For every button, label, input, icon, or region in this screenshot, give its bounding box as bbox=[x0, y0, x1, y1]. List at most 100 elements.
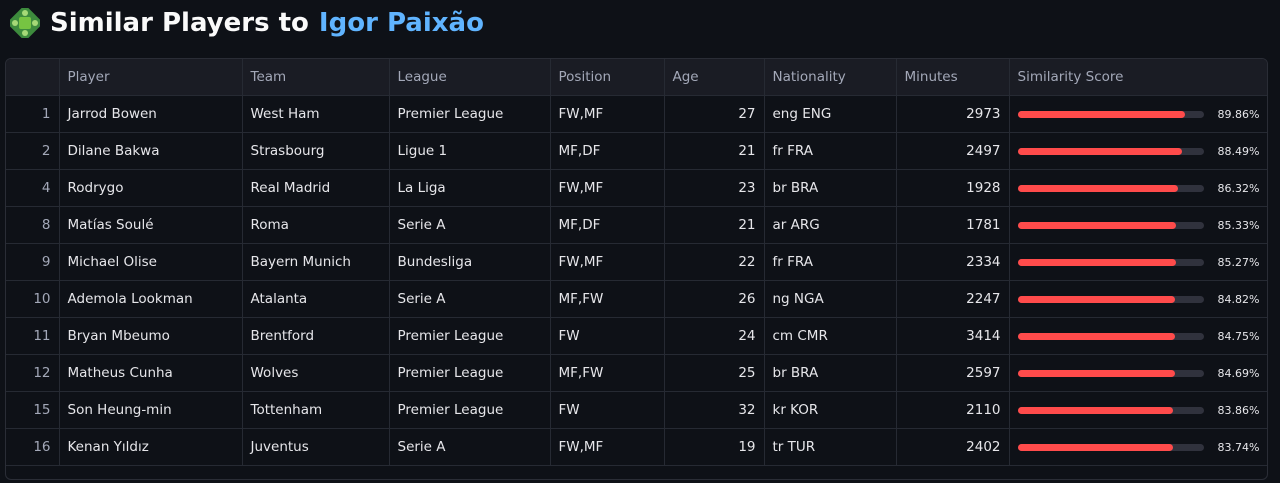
nationality-cell: ng NGA bbox=[764, 280, 897, 318]
league-cell: Bundesliga bbox=[389, 243, 551, 281]
team-cell: Bayern Munich bbox=[242, 243, 390, 281]
minutes-cell: 2973 bbox=[896, 95, 1010, 133]
league-cell: Premier League bbox=[389, 354, 551, 392]
minutes-cell: 2334 bbox=[896, 243, 1010, 281]
table-header-row: Player Team League Position Age Nationality Mi… bbox=[6, 59, 1267, 96]
similarity-progress-fill bbox=[1017, 147, 1183, 155]
nationality-cell: ar ARG bbox=[764, 206, 897, 244]
similarity-progress-fill bbox=[1017, 332, 1176, 340]
similarity-score-label: 83.74% bbox=[1217, 440, 1260, 454]
team-cell: Roma bbox=[242, 206, 390, 244]
row-index: 11 bbox=[6, 317, 60, 355]
column-league-header[interactable]: League bbox=[389, 59, 551, 96]
column-minutes-header[interactable]: Minutes bbox=[896, 59, 1010, 96]
league-cell: Ligue 1 bbox=[389, 132, 551, 170]
column-nationality-header[interactable]: Nationality bbox=[764, 59, 897, 96]
position-cell: MF,DF bbox=[550, 206, 665, 244]
table-row[interactable]: 2 Dilane Bakwa Strasbourg Ligue 1 MF,DF 21 fr … bbox=[6, 132, 1267, 170]
page-title: Similar Players to Igor Paixão bbox=[7, 2, 484, 44]
row-index: 8 bbox=[6, 206, 60, 244]
similarity-progress-bar bbox=[1017, 332, 1204, 340]
minutes-cell: 2402 bbox=[896, 428, 1010, 466]
column-age-header[interactable]: Age bbox=[664, 59, 765, 96]
similarity-score-label: 84.82% bbox=[1217, 292, 1260, 306]
position-cell: MF,FW bbox=[550, 354, 665, 392]
player-cell: Rodrygo bbox=[59, 169, 243, 207]
team-cell: Juventus bbox=[242, 428, 390, 466]
similarity-progress-fill bbox=[1017, 258, 1177, 266]
similarity-score-cell: 85.33% bbox=[1009, 206, 1267, 244]
similarity-progress-fill bbox=[1017, 221, 1177, 229]
table-row[interactable]: 4 Rodrygo Real Madrid La Liga FW,MF 23 br BRA 1… bbox=[6, 169, 1267, 207]
similarity-progress-fill bbox=[1017, 406, 1174, 414]
table-row[interactable]: 15 Son Heung-min Tottenham Premier League FW… bbox=[6, 391, 1267, 429]
minutes-cell: 2110 bbox=[896, 391, 1010, 429]
column-player-header[interactable]: Player bbox=[59, 59, 243, 96]
puzzle-piece-icon bbox=[7, 5, 43, 41]
position-cell: FW,MF bbox=[550, 95, 665, 133]
nationality-cell: eng ENG bbox=[764, 95, 897, 133]
table-row[interactable]: 8 Matías Soulé Roma Serie A MF,DF 21 ar ARG 178… bbox=[6, 206, 1267, 244]
league-cell: Premier League bbox=[389, 95, 551, 133]
player-cell: Ademola Lookman bbox=[59, 280, 243, 318]
similarity-score-label: 89.86% bbox=[1217, 107, 1260, 121]
row-index: 1 bbox=[6, 95, 60, 133]
minutes-cell: 2497 bbox=[896, 132, 1010, 170]
similarity-score-label: 84.75% bbox=[1217, 329, 1260, 343]
similarity-score-label: 83.86% bbox=[1217, 403, 1260, 417]
similarity-score-cell: 85.27% bbox=[1009, 243, 1267, 281]
similarity-score-label: 85.27% bbox=[1217, 255, 1260, 269]
position-cell: FW,MF bbox=[550, 169, 665, 207]
position-cell: FW,MF bbox=[550, 428, 665, 466]
column-position-header[interactable]: Position bbox=[550, 59, 665, 96]
player-cell: Michael Olise bbox=[59, 243, 243, 281]
similarity-score-cell: 83.86% bbox=[1009, 391, 1267, 429]
similarity-progress-bar bbox=[1017, 295, 1204, 303]
table-row[interactable]: 1 Jarrod Bowen West Ham Premier League FW,MF… bbox=[6, 95, 1267, 133]
similarity-progress-bar bbox=[1017, 369, 1204, 377]
age-cell: 21 bbox=[664, 132, 765, 170]
nationality-cell: cm CMR bbox=[764, 317, 897, 355]
row-index: 16 bbox=[6, 428, 60, 466]
league-cell: La Liga bbox=[389, 169, 551, 207]
team-cell: West Ham bbox=[242, 95, 390, 133]
row-index: 10 bbox=[6, 280, 60, 318]
similarity-progress-bar bbox=[1017, 443, 1204, 451]
age-cell: 19 bbox=[664, 428, 765, 466]
title-player-name: Igor Paixão bbox=[318, 8, 484, 38]
age-cell: 32 bbox=[664, 391, 765, 429]
age-cell: 22 bbox=[664, 243, 765, 281]
table-row[interactable]: 10 Ademola Lookman Atalanta Serie A MF,FW 26 n… bbox=[6, 280, 1267, 318]
title-prefix: Similar Players to bbox=[50, 8, 309, 38]
column-team-header[interactable]: Team bbox=[242, 59, 390, 96]
column-index-header[interactable] bbox=[6, 59, 60, 96]
player-cell: Kenan Yıldız bbox=[59, 428, 243, 466]
table-row[interactable]: 9 Michael Olise Bayern Munich Bundesliga FW,… bbox=[6, 243, 1267, 281]
similarity-score-label: 86.32% bbox=[1217, 181, 1260, 195]
similarity-score-cell: 89.86% bbox=[1009, 95, 1267, 133]
table-row[interactable]: 11 Bryan Mbeumo Brentford Premier League FW 2… bbox=[6, 317, 1267, 355]
position-cell: MF,DF bbox=[550, 132, 665, 170]
nationality-cell: br BRA bbox=[764, 169, 897, 207]
similarity-score-cell: 84.69% bbox=[1009, 354, 1267, 392]
row-index: 12 bbox=[6, 354, 60, 392]
similarity-score-label: 85.33% bbox=[1217, 218, 1260, 232]
column-similarity-score-header[interactable]: Similarity Score bbox=[1009, 59, 1267, 96]
age-cell: 27 bbox=[664, 95, 765, 133]
team-cell: Tottenham bbox=[242, 391, 390, 429]
age-cell: 25 bbox=[664, 354, 765, 392]
player-cell: Jarrod Bowen bbox=[59, 95, 243, 133]
position-cell: MF,FW bbox=[550, 280, 665, 318]
similarity-score-label: 88.49% bbox=[1217, 144, 1260, 158]
similarity-score-cell: 83.74% bbox=[1009, 428, 1267, 466]
similarity-progress-bar bbox=[1017, 406, 1204, 414]
age-cell: 21 bbox=[664, 206, 765, 244]
similarity-progress-fill bbox=[1017, 369, 1176, 377]
minutes-cell: 2597 bbox=[896, 354, 1010, 392]
similar-players-table[interactable]: Player Team League Position Age Nationality Mi… bbox=[5, 58, 1268, 480]
table-row[interactable]: 12 Matheus Cunha Wolves Premier League MF,FW… bbox=[6, 354, 1267, 392]
table-row[interactable]: 16 Kenan Yıldız Juventus Serie A FW,MF 19 tr T… bbox=[6, 428, 1267, 466]
row-index: 9 bbox=[6, 243, 60, 281]
nationality-cell: fr FRA bbox=[764, 243, 897, 281]
